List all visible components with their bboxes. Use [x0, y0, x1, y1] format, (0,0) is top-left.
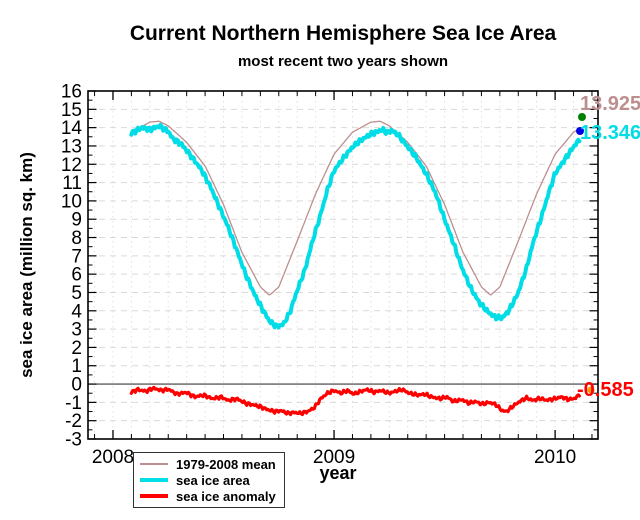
y-tick-label: 16 [61, 82, 82, 103]
y-tick-label: 5 [71, 283, 82, 304]
mean-line [130, 120, 581, 296]
mean-line-swatch [140, 463, 168, 465]
sea-ice-area-line [129, 122, 582, 330]
y-tick-label: 14 [61, 118, 83, 139]
current-mean-dot [578, 113, 586, 121]
legend-label-mean: 1979-2008 mean [176, 456, 276, 472]
y-tick-label: 1 [71, 356, 82, 377]
legend-item-area: sea ice area [140, 472, 284, 488]
x-axis-label: year [319, 463, 357, 483]
current-area-dot [576, 127, 584, 135]
anomaly-line-swatch [140, 494, 168, 498]
y-tick-label: 2 [71, 338, 82, 359]
chart-title: Current Northern Hemisphere Sea Ice Area [129, 22, 557, 45]
legend-label-area: sea ice area [176, 472, 250, 488]
y-tick-label: 4 [71, 301, 82, 322]
current-anomaly-value-label: -0.585 [577, 379, 634, 401]
legend-item-mean: 1979-2008 mean [140, 456, 284, 472]
y-tick-label: 13 [61, 136, 82, 157]
legend-box: 1979-2008 mean sea ice area sea ice anom… [133, 452, 285, 508]
y-tick-label: -2 [65, 411, 82, 432]
y-tick-label: 15 [61, 100, 82, 121]
y-tick-label: 12 [61, 155, 82, 176]
current-mean-value-label: 13.925 [580, 93, 640, 115]
chart-subtitle: most recent two years shown [237, 53, 449, 70]
x-tick-label: 2010 [534, 447, 576, 468]
y-tick-label: 7 [71, 246, 82, 267]
y-tick-label: 8 [71, 228, 82, 249]
y-tick-label: 11 [62, 173, 82, 194]
area-line-swatch [140, 478, 168, 482]
x-tick-label: 2009 [313, 447, 355, 468]
x-tick-label: 2008 [92, 447, 134, 468]
current-area-value-label: 13.346 [580, 122, 640, 144]
legend-label-anomaly: sea ice anomaly [176, 488, 276, 504]
sea-ice-anomaly-line [129, 385, 581, 417]
y-tick-label: 3 [71, 320, 82, 341]
y-tick-label: -1 [65, 393, 82, 414]
y-tick-label: 6 [71, 265, 82, 286]
y-tick-label: 0 [71, 375, 82, 396]
current-anomaly-dot [587, 386, 595, 394]
y-tick-label: 9 [71, 210, 82, 231]
y-tick-label: 10 [61, 191, 82, 212]
y-tick-label: -3 [65, 430, 82, 451]
legend-item-anomaly: sea ice anomaly [140, 488, 284, 504]
